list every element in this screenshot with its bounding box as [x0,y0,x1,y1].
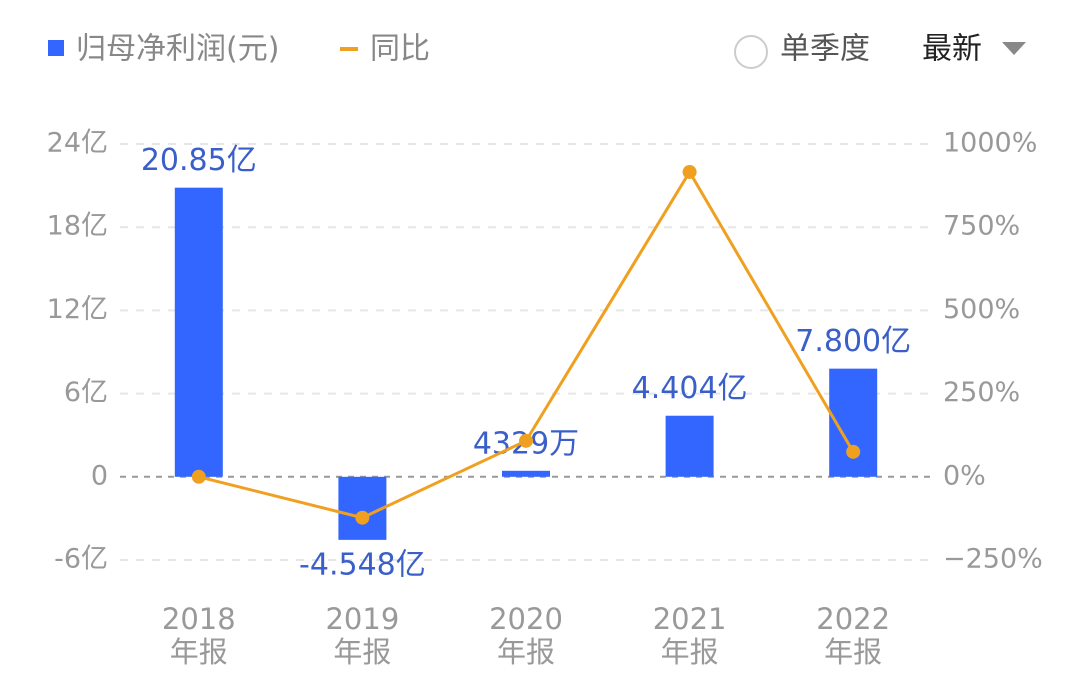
dropdown-label[interactable]: 最新 [922,32,982,67]
x-tick-label: 2019 年报 [325,602,400,669]
radio[interactable]: 单季度 [734,32,870,69]
line-point [355,510,370,525]
value-label: 4.404亿 [632,371,748,406]
legend-swatch [340,47,358,51]
x-tick-label: 2021 年报 [652,602,727,669]
line-point [846,444,861,459]
legend-label: 归母净利润(元) [76,32,279,67]
x-tick-label: 2022 年报 [816,602,891,669]
bar [502,470,550,477]
y2-tick-label: 250% [943,377,1020,408]
x-tick-label: 2018 年报 [161,602,236,669]
bar [174,187,223,477]
value-label: 7.800亿 [795,324,911,359]
dropdown-arrow[interactable] [1002,42,1026,55]
value-label: -4.548亿 [299,547,426,582]
radio-label[interactable]: 单季度 [780,32,870,67]
bar [338,476,387,540]
line-point [682,164,697,179]
y2-tick-label: 1000% [943,128,1037,159]
y-tick-label: 24亿 [47,128,108,159]
y2-tick-label: 0% [943,460,986,491]
line-point [191,469,206,484]
radio-circle[interactable] [734,35,768,69]
y-tick-label: 18亿 [47,211,108,242]
y2-tick-label: 750% [943,211,1020,242]
y-tick-label: -6亿 [54,544,108,575]
y2-tick-label: −250% [943,544,1043,575]
line-point [519,433,533,448]
y-tick-label: 12亿 [47,294,108,325]
bar [665,415,714,477]
dropdown[interactable]: 最新 [922,32,1026,67]
y-tick-label: 0 [91,460,108,491]
line [198,169,855,520]
legend-swatch [48,40,64,56]
x-tick-label: 2020 年报 [489,602,563,669]
value-label: 20.85亿 [141,143,257,178]
y2-tick-label: 500% [943,294,1020,325]
legend-label: 同比 [370,32,430,67]
y-tick-label: 6亿 [64,377,108,408]
